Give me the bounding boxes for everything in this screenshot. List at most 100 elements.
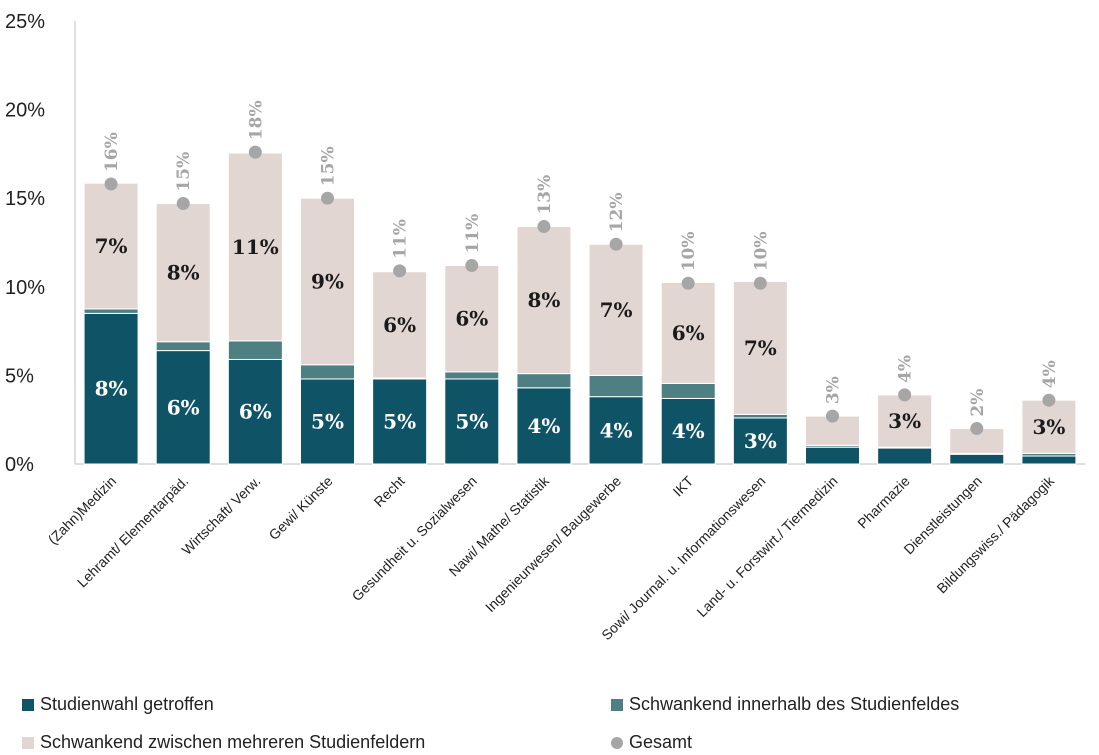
y-tick-label: 20% bbox=[5, 100, 45, 122]
data-label: 11% bbox=[232, 235, 279, 259]
total-marker bbox=[826, 409, 839, 423]
total-marker bbox=[681, 276, 695, 290]
bar-segment bbox=[227, 358, 283, 465]
bar-segment bbox=[588, 374, 644, 398]
bar-segment bbox=[83, 308, 139, 314]
data-label: 8% bbox=[95, 377, 128, 401]
total-label: 2% bbox=[968, 389, 988, 417]
data-label: 7% bbox=[600, 298, 633, 322]
bar-segment bbox=[83, 312, 139, 465]
x-tick-label: IKT bbox=[670, 472, 697, 499]
bar-segment bbox=[732, 280, 788, 415]
data-label: 7% bbox=[95, 234, 128, 258]
legend-swatch-studienwahl bbox=[22, 698, 34, 711]
bar-segment bbox=[660, 382, 716, 399]
legend-swatch-zwischen bbox=[22, 736, 34, 749]
x-tick-label: Bildungswiss./ Pädagogik bbox=[933, 472, 1057, 596]
data-label: 4% bbox=[527, 414, 560, 438]
bar-segment bbox=[227, 152, 283, 342]
bar-segment bbox=[877, 394, 933, 448]
legend-swatch-innerhalb bbox=[611, 698, 623, 711]
data-label: 6% bbox=[239, 400, 272, 424]
bar-segment bbox=[660, 397, 716, 465]
data-label: 5% bbox=[455, 409, 488, 433]
total-marker bbox=[393, 264, 407, 278]
bar-segment bbox=[444, 378, 500, 465]
total-label: 16% bbox=[102, 132, 122, 172]
data-label: 4% bbox=[672, 419, 705, 443]
legend: Studienwahl getroffen Schwankend innerha… bbox=[0, 694, 1099, 755]
total-marker bbox=[970, 422, 984, 436]
total-label: 10% bbox=[679, 231, 699, 271]
total-label: 3% bbox=[824, 376, 844, 404]
x-tick-label: Ingenieurwesen/ Baugewerbe bbox=[482, 473, 624, 615]
bar-segment bbox=[444, 371, 500, 380]
total-marker bbox=[609, 237, 623, 251]
bar-segment bbox=[372, 271, 428, 379]
data-label: 5% bbox=[383, 409, 416, 433]
x-tick-label: Gewi/ Künste bbox=[265, 473, 335, 543]
bar-segment bbox=[300, 378, 355, 465]
legend-dot-gesamt bbox=[611, 736, 623, 749]
x-tick-label: Recht bbox=[371, 473, 408, 510]
legend-item-gesamt: Gesamt bbox=[611, 732, 692, 753]
total-label: 10% bbox=[751, 231, 771, 271]
total-marker bbox=[104, 177, 118, 191]
bar-segment bbox=[732, 417, 788, 465]
legend-item-zwischen: Schwankend zwischen mehreren Studienfeld… bbox=[22, 732, 425, 753]
data-label: 3% bbox=[888, 409, 921, 433]
bar-segment bbox=[516, 226, 572, 375]
bar-segment bbox=[516, 387, 572, 465]
y-tick-label: 0% bbox=[5, 454, 34, 476]
total-marker bbox=[248, 145, 262, 159]
total-marker bbox=[176, 197, 190, 211]
total-label: 12% bbox=[607, 192, 627, 232]
y-tick-label: 10% bbox=[5, 277, 45, 299]
bar-segment bbox=[588, 396, 644, 465]
bar-segment bbox=[444, 265, 500, 373]
data-label: 8% bbox=[167, 261, 200, 285]
y-tick-label: 15% bbox=[5, 188, 45, 210]
legend-label-innerhalb: Schwankend innerhalb des Studienfeldes bbox=[629, 694, 960, 714]
bar-segment bbox=[1021, 455, 1077, 465]
y-tick-label: 25% bbox=[5, 11, 45, 33]
bar-segment bbox=[300, 364, 355, 380]
bar-segment bbox=[155, 341, 211, 352]
total-markers: 16% 15% 18% 15% 11% 11% 13% 12% 10% 10% 3% 4% 2% 4% bbox=[102, 100, 1060, 436]
x-tick-label: (Zahn)Medizin bbox=[45, 473, 120, 548]
legend-item-innerhalb: Schwankend innerhalb des Studienfeldes bbox=[611, 694, 959, 715]
bar-segment bbox=[300, 197, 355, 366]
x-tick-label: Dienstleistungen bbox=[900, 473, 985, 558]
total-label: 11% bbox=[463, 214, 483, 254]
bar-segment bbox=[588, 243, 644, 376]
bar-segment bbox=[877, 447, 933, 465]
data-label: 5% bbox=[311, 409, 344, 433]
total-label: 13% bbox=[535, 175, 555, 215]
bars: 8% 7% 6% 8% 6% 11% 5% 9% 5% 6% 5% 6% 4% 8% 4% 7% 4% 6% 3% 7… bbox=[83, 152, 1077, 465]
total-label: 18% bbox=[246, 100, 266, 140]
legend-label-zwischen: Schwankend zwischen mehreren Studienfeld… bbox=[40, 732, 426, 752]
total-marker bbox=[321, 191, 334, 205]
data-label: 6% bbox=[672, 321, 705, 345]
bar-segment bbox=[949, 453, 1005, 465]
data-label: 6% bbox=[167, 395, 200, 419]
data-label: 3% bbox=[744, 429, 777, 453]
total-marker bbox=[753, 276, 767, 290]
data-label: 6% bbox=[383, 313, 416, 337]
total-marker bbox=[537, 220, 551, 234]
legend-label-studienwahl: Studienwahl getroffen bbox=[40, 694, 214, 714]
data-label: 9% bbox=[311, 269, 344, 293]
legend-label-gesamt: Gesamt bbox=[629, 732, 693, 752]
x-tick-label: Pharmazie bbox=[854, 473, 913, 532]
total-marker bbox=[898, 388, 912, 402]
total-marker bbox=[465, 259, 479, 273]
bar-segment bbox=[516, 373, 572, 389]
y-tick-label: 5% bbox=[5, 365, 34, 387]
data-label: 4% bbox=[600, 418, 633, 442]
total-label: 15% bbox=[319, 146, 339, 186]
total-label: 15% bbox=[174, 152, 194, 192]
x-tick-label: Gesundheit u. Sozialwesen bbox=[349, 473, 480, 604]
bar-segment bbox=[805, 446, 860, 465]
bar-segment bbox=[732, 413, 788, 419]
